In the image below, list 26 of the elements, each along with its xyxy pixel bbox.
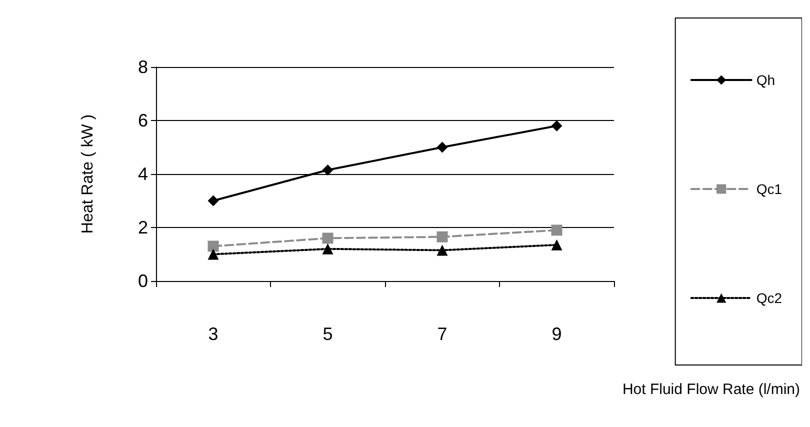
point <box>208 240 219 252</box>
x-tick-label: 9 <box>552 324 562 344</box>
x-tick-label: 7 <box>437 324 448 344</box>
x-tick-label: 5 <box>322 324 333 344</box>
y-tick-label: 0 <box>138 271 148 291</box>
point <box>436 231 448 242</box>
point <box>322 164 334 176</box>
point <box>551 224 562 236</box>
x-axis-title: Hot Fluid Flow Rate (l/min) <box>622 381 800 398</box>
y-axis-title: Heat Rate ( kW ) <box>80 114 96 234</box>
point <box>208 248 219 260</box>
y-tick-label: 2 <box>138 218 148 238</box>
y-tick-label: 6 <box>138 110 148 130</box>
point <box>436 142 448 153</box>
legend-label: Qh <box>756 72 776 88</box>
point <box>551 239 562 250</box>
point <box>322 243 334 254</box>
point <box>551 120 562 132</box>
point <box>208 195 219 206</box>
x-tick-label: 3 <box>208 324 218 344</box>
legend-label: Qc1 <box>756 181 782 197</box>
point <box>322 232 334 244</box>
legend-label: Qc2 <box>756 290 782 306</box>
y-tick-label: 4 <box>138 164 148 184</box>
point <box>436 244 448 256</box>
y-tick-label: 8 <box>138 57 148 77</box>
